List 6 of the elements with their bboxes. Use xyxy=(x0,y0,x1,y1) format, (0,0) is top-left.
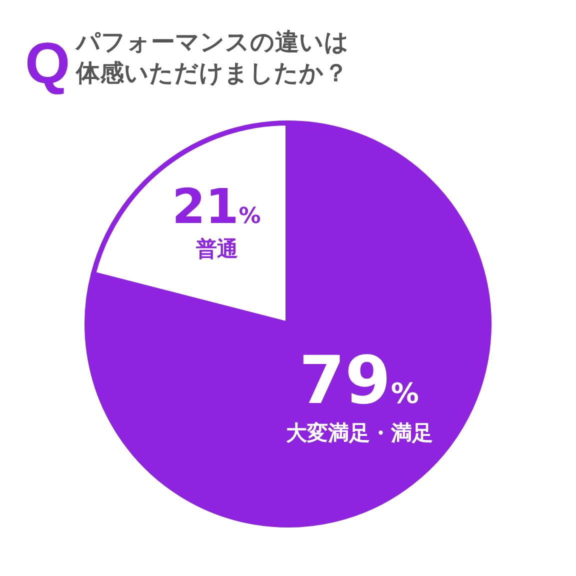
chart-title: パフォーマンスの違いは体感いただけましたか？ xyxy=(74,28,349,88)
slice-label: 普通 xyxy=(195,237,238,261)
slice-label: 大変満足・満足 xyxy=(286,421,433,445)
data-label: 21% xyxy=(172,179,261,235)
data-label: 79% xyxy=(299,342,419,419)
text: Q xyxy=(25,31,70,96)
